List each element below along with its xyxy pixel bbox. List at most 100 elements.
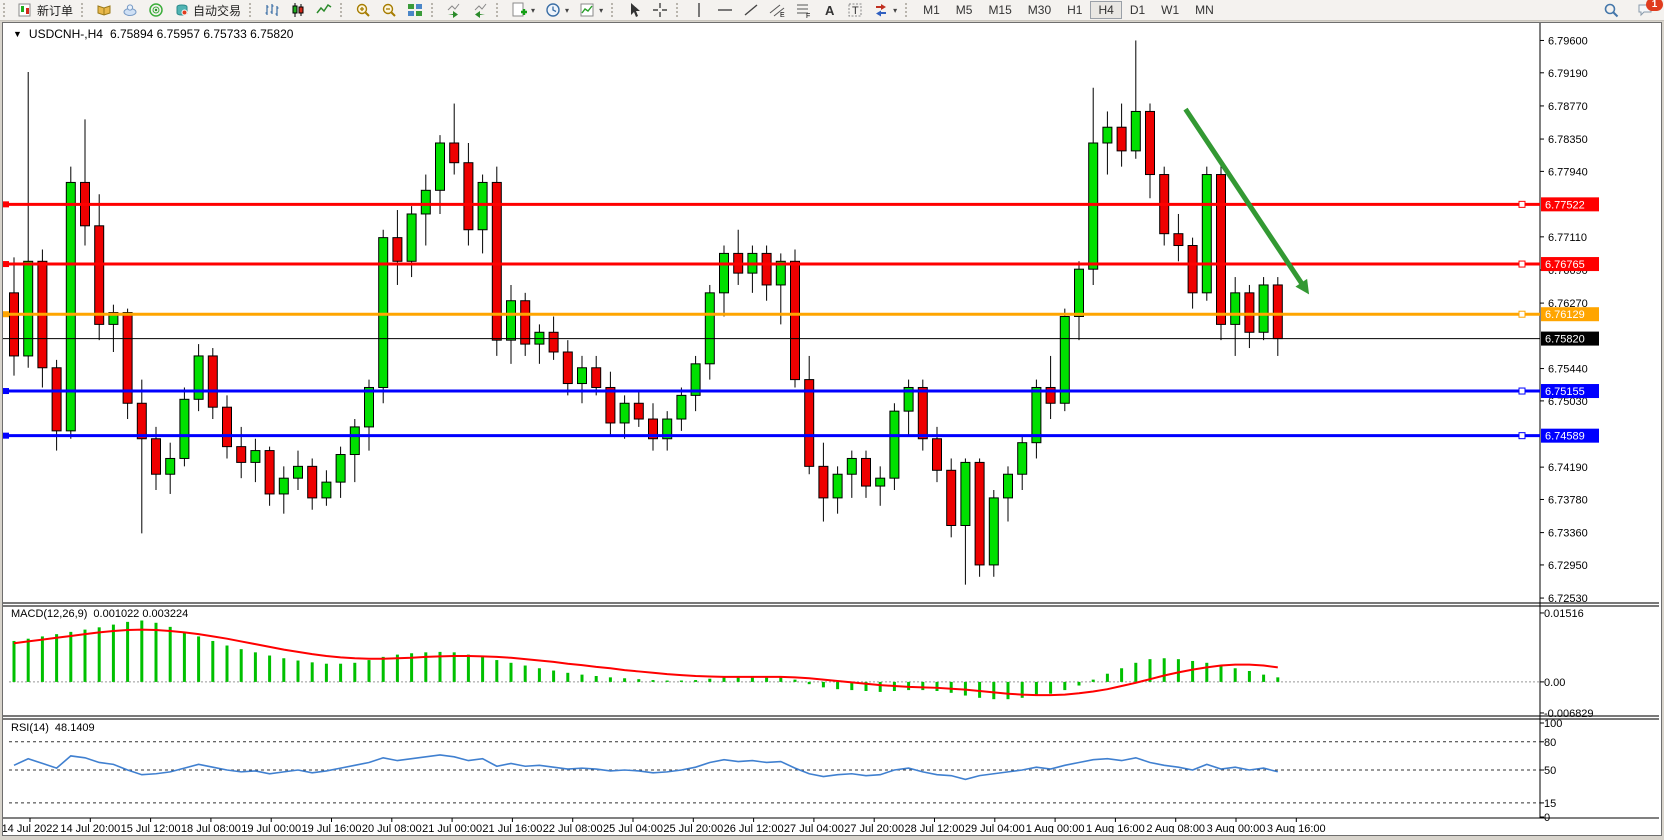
time-tick-label: 26 Jul 12:00 (724, 823, 784, 833)
price-tick-label: 6.77110 (1548, 232, 1587, 244)
bear-candle (151, 438, 161, 475)
zoom-out-icon (382, 3, 396, 17)
chart-collapse-icon[interactable]: ▼ (13, 29, 22, 39)
zoom-in-button[interactable] (350, 1, 376, 19)
trend-arrow-object[interactable] (1183, 107, 1306, 288)
macd-signal-line (13, 628, 1278, 697)
time-tick-label: 1 Aug 00:00 (1026, 823, 1085, 833)
toolbar-separator (340, 3, 347, 17)
bear-candle (264, 450, 275, 495)
bear-candle (917, 386, 928, 440)
bull-candle (293, 465, 303, 479)
line-left-mark (3, 201, 9, 208)
bull-candle (335, 454, 346, 483)
timeframe-d1-button[interactable]: D1 (1122, 1, 1153, 19)
bear-candle (222, 406, 232, 448)
timeframe-m15-button[interactable]: M15 (980, 1, 1019, 19)
line-left-mark (3, 311, 9, 318)
line-handle[interactable] (1518, 260, 1526, 268)
timeframe-w1-button[interactable]: W1 (1153, 1, 1187, 19)
new-order-button[interactable]: 新订单 (13, 1, 78, 19)
periods-button[interactable]: ▾ (540, 1, 574, 19)
auto-scroll-button[interactable] (441, 1, 467, 19)
autotrade-button[interactable]: 自动交易 (169, 1, 246, 19)
bull-candle (676, 394, 687, 420)
time-tick-label: 20 Jul 08:00 (362, 823, 422, 833)
candles-icon (292, 3, 304, 17)
zoom-out-button[interactable] (376, 1, 402, 19)
fibonacci-tool[interactable]: F (790, 1, 816, 19)
candlestick-chart-button[interactable] (285, 1, 311, 19)
bear-candle (236, 446, 247, 463)
price-line-label (1541, 428, 1599, 443)
rsi-pane-label: RSI(14) 48.1409 (11, 722, 95, 734)
macd-pane-label: MACD(12,26,9) 0.001022 0.003224 (11, 608, 188, 620)
bull-candle (1003, 473, 1013, 499)
line-chart-button[interactable] (311, 1, 337, 19)
text-tool[interactable]: A (816, 1, 842, 19)
rsi-scale-label: 50 (1544, 765, 1556, 777)
bull-candle (619, 402, 630, 424)
cursor-tool-button[interactable] (621, 1, 647, 19)
timeframe-m1-button[interactable]: M1 (915, 1, 948, 19)
notifications-button[interactable]: 1 (1632, 0, 1663, 19)
dropdown-caret-icon[interactable]: ▾ (893, 5, 898, 15)
price-line-label (1541, 197, 1599, 212)
bull-candle (577, 367, 587, 385)
vertical-line-tool[interactable] (686, 1, 712, 19)
price-tick-label: 6.77940 (1548, 166, 1588, 178)
bear-candle (1216, 174, 1226, 325)
timeframe-h1-button[interactable]: H1 (1059, 1, 1090, 19)
svg-text:T: T (852, 5, 859, 17)
svg-text:E: E (780, 12, 785, 18)
label-tool[interactable]: T (842, 1, 868, 19)
indicators-button[interactable]: ▾ (506, 1, 540, 19)
broadcast-button[interactable] (143, 1, 169, 19)
crosshair-tool-button[interactable] (647, 1, 673, 19)
tile-windows-button[interactable] (402, 1, 428, 19)
crosshair-icon (653, 3, 668, 17)
bull-candle (1017, 442, 1028, 475)
price-tick-label: 6.72950 (1548, 560, 1588, 572)
arrows-tool[interactable]: ▾ (868, 1, 902, 19)
price-tick-label: 6.78350 (1548, 134, 1588, 146)
svg-text:A: A (825, 3, 835, 18)
trend-arrow-head[interactable] (1295, 278, 1310, 295)
bull-candle (719, 252, 729, 294)
templates-button[interactable]: ▾ (574, 1, 608, 19)
bull-candle (832, 473, 843, 499)
bull-candle (875, 477, 886, 487)
dropdown-caret-icon[interactable]: ▾ (599, 5, 604, 15)
timeframe-mn-button[interactable]: MN (1187, 1, 1222, 19)
price-tick-label: 6.79600 (1548, 35, 1588, 47)
market-watch-button[interactable] (91, 1, 117, 19)
timeframe-h4-button[interactable]: H4 (1090, 1, 1122, 19)
bull-candle (1201, 174, 1212, 294)
line-handle[interactable] (1518, 200, 1526, 208)
trendline-tool[interactable] (738, 1, 764, 19)
community-button[interactable] (117, 1, 143, 19)
chart-shift-button[interactable] (467, 1, 493, 19)
chart-window: 6.79600 6.79190 6.78770 6.78350 6.77940 6.771… (2, 22, 1662, 836)
channel-tool[interactable]: E (764, 1, 790, 19)
price-tick-label: 6.75030 (1548, 396, 1588, 408)
search-button[interactable] (1598, 1, 1624, 19)
chart-ohlc-values: 6.75894 6.75957 6.75733 6.75820 (109, 27, 294, 41)
dropdown-caret-icon[interactable]: ▾ (531, 5, 536, 15)
line-handle[interactable] (1518, 387, 1526, 395)
timeframe-m30-button[interactable]: M30 (1020, 1, 1059, 19)
bull-candle (321, 481, 332, 499)
price-line-label (1541, 257, 1599, 272)
time-tick-label: 25 Jul 04:00 (603, 823, 663, 833)
bull-candle (349, 426, 360, 456)
line-handle[interactable] (1518, 310, 1526, 318)
line-handle[interactable] (1518, 432, 1526, 440)
price-line-label (1541, 384, 1599, 399)
line-left-mark (3, 388, 9, 395)
price-tick-label: 6.73780 (1548, 494, 1588, 506)
dropdown-caret-icon[interactable]: ▾ (565, 5, 570, 15)
rsi-value: 48.1409 (54, 722, 95, 734)
bar-chart-button[interactable] (259, 1, 285, 19)
timeframe-m5-button[interactable]: M5 (948, 1, 981, 19)
horizontal-line-tool[interactable] (712, 1, 738, 19)
